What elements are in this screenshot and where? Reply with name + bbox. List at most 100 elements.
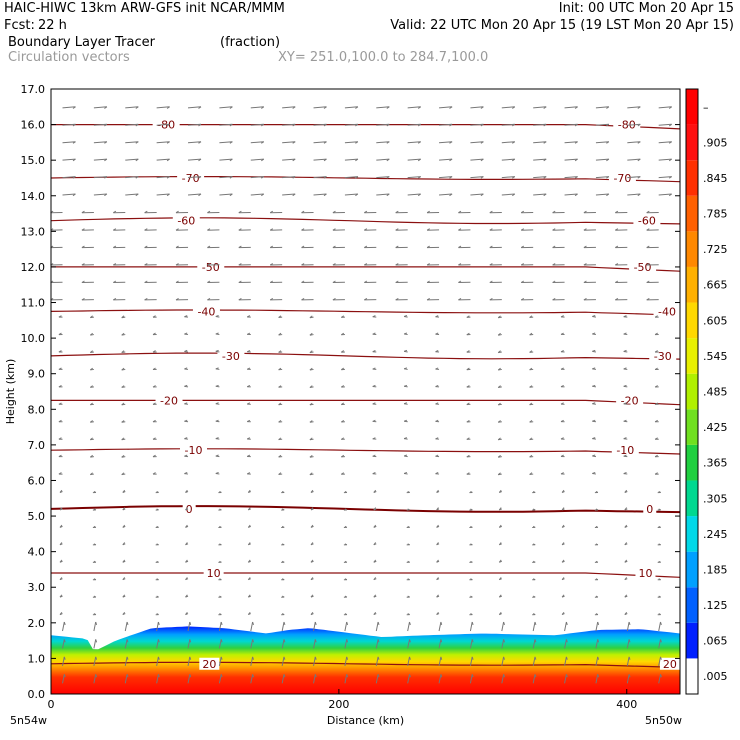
circulation-vector — [187, 158, 202, 161]
circulation-vector-head — [597, 674, 600, 678]
isotherm-label-bg — [199, 657, 220, 670]
colorbar-frame — [685, 88, 699, 695]
circulation-vector-head — [157, 674, 160, 678]
circulation-vector-head — [323, 123, 327, 127]
circulation-vector-head — [560, 419, 564, 423]
colorbar-label: .905 — [703, 136, 728, 149]
circulation-vector-head — [72, 193, 76, 197]
circulation-vector — [125, 176, 139, 179]
circulation-vector-head — [152, 367, 156, 370]
circulation-vector — [470, 193, 484, 196]
circulation-vector-head — [403, 419, 408, 422]
circulation-vector-head — [185, 489, 188, 493]
circulation-vector-head — [198, 158, 202, 162]
colorbar-label: .485 — [703, 386, 728, 399]
circulation-vector-head — [278, 437, 282, 441]
circulation-vector — [533, 123, 547, 126]
circulation-vector-head — [449, 106, 453, 109]
circulation-vector-head — [104, 176, 108, 179]
circulation-vector-head — [583, 228, 587, 231]
circulation-vector-head — [417, 176, 421, 179]
circulation-vector-head — [395, 245, 399, 249]
circulation-vector — [564, 176, 578, 179]
circulation-vector-head — [198, 141, 202, 144]
circulation-vector-head — [471, 639, 474, 643]
circulation-vector-head — [560, 367, 564, 370]
isotherm-label-bg — [635, 567, 656, 579]
circulation-vector-head — [144, 210, 148, 214]
circulation-vector-head — [113, 210, 117, 214]
circulation-vector-head — [81, 280, 85, 283]
circulation-vector-head — [561, 524, 565, 528]
circulation-vector-head — [323, 158, 327, 162]
circulation-vector-head — [332, 280, 336, 283]
circulation-vector-head — [184, 437, 188, 440]
circulation-vector — [62, 621, 65, 632]
circulation-vector-head — [529, 332, 533, 336]
circulation-vector-head — [121, 332, 125, 336]
circulation-vector-head — [323, 176, 327, 179]
circulation-vector — [595, 141, 609, 144]
circulation-vector-head — [498, 594, 502, 598]
circulation-vector — [93, 193, 107, 196]
circulation-vector-head — [395, 210, 399, 214]
circulation-vector-head — [426, 228, 430, 231]
circulation-vector-head — [435, 437, 439, 440]
circulation-vector-head — [449, 176, 453, 179]
circulation-vector-head — [574, 193, 578, 197]
circulation-vector-head — [615, 210, 619, 214]
isotherm-label: -30 — [654, 350, 672, 363]
circulation-vector-head — [261, 193, 265, 197]
circulation-vector-head — [512, 193, 516, 197]
circulation-vector — [564, 193, 578, 196]
circulation-vector-head — [247, 489, 251, 493]
circulation-vector-head — [654, 315, 658, 318]
circulation-vector-head — [246, 402, 251, 405]
isotherm-label-bg — [653, 305, 681, 318]
circulation-vector — [564, 106, 578, 109]
circulation-vector — [501, 141, 515, 144]
circulation-vector — [344, 193, 358, 196]
circulation-vector-head — [386, 123, 390, 127]
circulation-vector-head — [480, 141, 484, 144]
circulation-vector-head — [346, 639, 349, 643]
circulation-vector-head — [121, 420, 125, 423]
circulation-vector — [469, 674, 473, 684]
circulation-vector — [407, 158, 421, 161]
circulation-vector-head — [310, 542, 314, 546]
colorbar-swatch — [686, 266, 698, 303]
circulation-vector-head — [247, 524, 251, 528]
xy-range: XY= 251.0,100.0 to 284.7,100.0 — [278, 50, 489, 65]
circulation-vector-head — [59, 611, 63, 615]
circulation-vector-head — [126, 639, 129, 643]
circulation-vector — [282, 106, 296, 109]
circulation-vector — [658, 123, 672, 126]
circulation-vector-head — [552, 228, 556, 231]
circulation-vector-head — [152, 402, 156, 405]
circulation-vector-head — [592, 315, 596, 317]
circulation-vector-head — [104, 141, 108, 144]
isotherm-label-bg — [217, 349, 245, 362]
circulation-vector-head — [314, 674, 317, 678]
circulation-vector — [281, 656, 285, 666]
circulation-vector-head — [417, 106, 421, 109]
circulation-vector-head — [529, 315, 533, 318]
circulation-vector-head — [606, 176, 610, 179]
circulation-vector-head — [278, 419, 282, 423]
x-tick-label: 400 — [616, 698, 637, 711]
circulation-vector-head — [561, 542, 565, 546]
circulation-vector-head — [372, 384, 376, 387]
circulation-vector-head — [278, 385, 282, 388]
circulation-vector-head — [152, 385, 156, 388]
circulation-vector-head — [458, 210, 462, 214]
circulation-vector-head — [409, 656, 411, 660]
circulation-vector-head — [624, 559, 628, 563]
circulation-vector-head — [301, 210, 305, 214]
circulation-vector-head — [646, 245, 650, 249]
circulation-vector — [344, 639, 348, 649]
circulation-vector-head — [58, 454, 62, 458]
circulation-vector — [595, 176, 609, 179]
circulation-vector-head — [592, 402, 596, 405]
circulation-vector-head — [301, 228, 305, 231]
circulation-vector-head — [466, 437, 470, 440]
